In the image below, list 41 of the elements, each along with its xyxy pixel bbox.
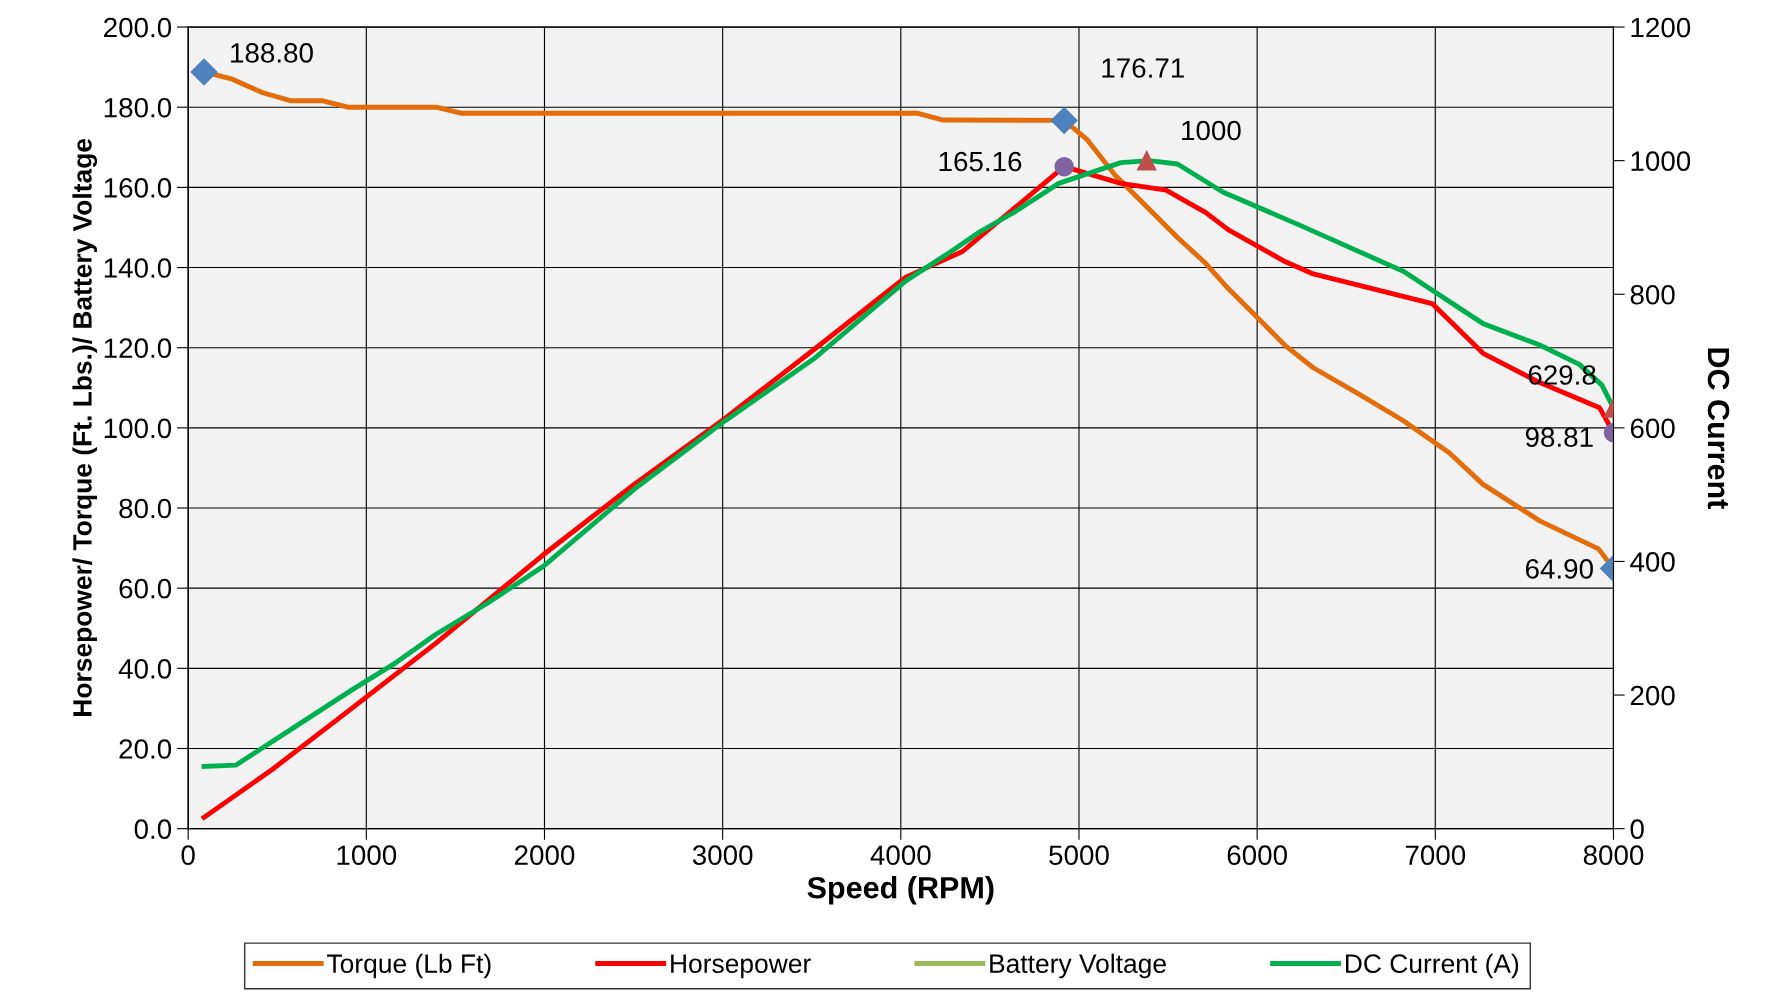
- y2-tick-label: 1200: [1631, 17, 1691, 38]
- legend-label: Horsepower: [671, 954, 811, 979]
- data-label: 64.90: [1525, 559, 1593, 579]
- y2-tick-label: 600: [1630, 418, 1675, 439]
- y-tick-label: 60.0: [119, 578, 172, 599]
- x-tick-label: 0: [181, 845, 195, 866]
- x-tick-label: 8000: [1583, 845, 1644, 866]
- y-tick-label: 20.0: [119, 739, 172, 759]
- y-tick-label: 80.0: [119, 498, 172, 519]
- x-tick-label: 2000: [514, 845, 575, 866]
- y-tick-label: 140.0: [104, 258, 172, 278]
- data-label: 165.16: [939, 151, 1022, 172]
- y-tick-label: 180.0: [104, 97, 172, 118]
- y-tick-label: 120.0: [104, 338, 172, 359]
- y-tick-label: 200.0: [104, 17, 172, 38]
- legend-label: Battery Voltage: [990, 953, 1166, 979]
- legend-label: Torque (Lb Ft): [327, 953, 491, 979]
- y-tick-label: 40.0: [118, 659, 172, 679]
- data-label: 176.71: [1102, 58, 1184, 78]
- legend-label: DC Current (A): [1345, 953, 1519, 979]
- x-tick-label: 6000: [1227, 845, 1287, 866]
- data-label: 188.80: [231, 43, 313, 63]
- y2-tick-label: 1000: [1631, 151, 1691, 171]
- y2-tick-label: 400: [1630, 552, 1675, 572]
- x-tick-label: 5000: [1049, 845, 1109, 866]
- data-label: 98.81: [1525, 427, 1593, 448]
- x-axis-title: Speed (RPM): [807, 876, 994, 905]
- y-tick-label: 160.0: [104, 178, 172, 198]
- point: [190, 58, 218, 86]
- y2-tick-label: 0: [1630, 819, 1644, 839]
- data-label: 1000: [1182, 120, 1241, 141]
- y-tick-label: 0.0: [134, 819, 172, 839]
- y-tick-label: 100.0: [104, 418, 172, 439]
- y2-tick-label: 200: [1630, 685, 1675, 706]
- y2-axis-title: DC Current: [1707, 348, 1730, 509]
- x-tick-label: 1000: [337, 845, 397, 866]
- x-tick-label: 3000: [692, 845, 753, 866]
- y-axis-title: Horsepower/ Torque (Ft. Lbs.)/ Battery Voltage: [72, 138, 98, 716]
- x-tick-label: 4000: [870, 845, 931, 866]
- y2-tick-label: 800: [1630, 284, 1675, 305]
- x-tick-label: 7000: [1405, 845, 1466, 866]
